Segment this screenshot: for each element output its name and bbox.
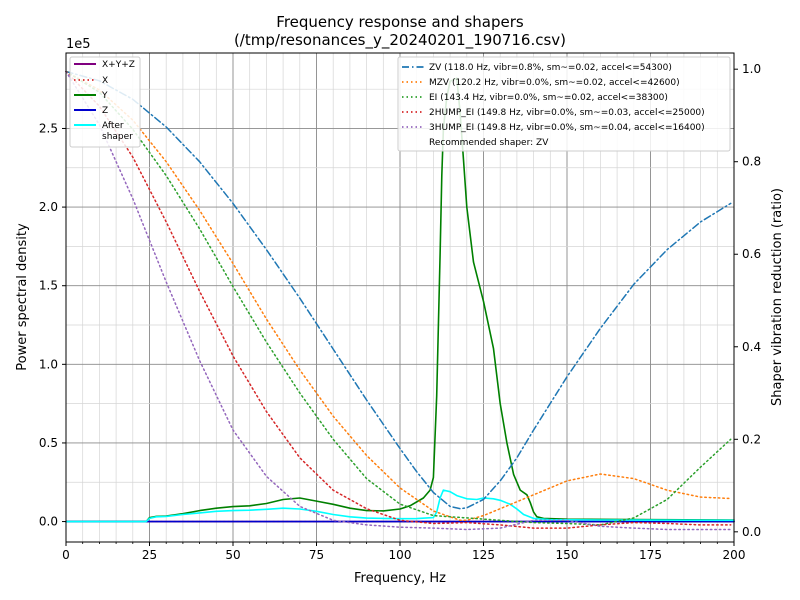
x-tick-label-4: 100 — [389, 548, 412, 562]
shaper-legend-label-1: MZV (120.2 Hz, vibr=0.0%, sm~=0.02, acce… — [429, 78, 680, 88]
psd-line-4 — [65, 489, 735, 523]
shaper-legend-label-3: 2HUMP_EI (149.8 Hz, vibr=0.0%, sm~=0.03,… — [429, 108, 705, 118]
y2-tick-label-4: 0.8 — [742, 155, 761, 169]
y2-tick-label-1: 0.2 — [742, 432, 761, 446]
y-tick-label-2: 1.0 — [39, 357, 58, 371]
shaper-legend-box — [397, 56, 731, 152]
x-tick-label-2: 50 — [225, 548, 240, 562]
psd-lines — [65, 77, 735, 523]
x-tick-label-0: 0 — [62, 548, 70, 562]
x-tick-label-3: 75 — [309, 548, 324, 562]
y-tick-label-3: 1.5 — [39, 279, 58, 293]
shaper-lines — [65, 70, 732, 531]
chart-subtitle: (/tmp/resonances_y_20240201_190716.csv) — [234, 31, 566, 50]
y-tick-label-0: 0.0 — [39, 515, 58, 529]
x-tick-label-5: 125 — [472, 548, 495, 562]
y2-tick-label-3: 0.6 — [742, 247, 761, 261]
x-tick-label-7: 175 — [639, 548, 662, 562]
psd-legend-label-2: Y — [101, 91, 108, 101]
shaper-line-0 — [65, 70, 732, 510]
recommended-shaper-text: Recommended shaper: ZV — [429, 138, 549, 148]
psd-legend-label-4-line2: shaper — [102, 132, 133, 142]
y2-tick-label-0: 0.0 — [742, 525, 761, 539]
y2-tick-label-5: 1.0 — [742, 62, 761, 76]
shaper-legend: ZV (118.0 Hz, vibr=0.8%, sm~=0.02, accel… — [397, 56, 731, 152]
shaper-line-3 — [65, 70, 732, 529]
x-tick-label-6: 150 — [556, 548, 579, 562]
shaper-legend-label-4: 3HUMP_EI (149.8 Hz, vibr=0.0%, sm~=0.04,… — [429, 123, 705, 133]
y-multiplier-label: 1e5 — [66, 37, 91, 52]
axes: 0 25 50 75 100 125 150 175 200 0.0 0.5 1.0 1.5 2.0 2.5… — [39, 62, 761, 562]
shaper-line-1 — [65, 70, 732, 522]
x-axis-label: Frequency, Hz — [354, 571, 446, 586]
y2-tick-label-2: 0.4 — [742, 340, 761, 354]
y-tick-label-4: 2.0 — [39, 200, 58, 214]
shaper-line-4 — [65, 70, 732, 531]
y-tick-label-1: 0.5 — [39, 436, 58, 450]
psd-legend-label-1: X — [102, 76, 108, 86]
psd-line-2 — [65, 77, 735, 523]
chart-title: Frequency response and shapers — [276, 13, 524, 31]
x-tick-label-8: 200 — [723, 548, 746, 562]
psd-legend-label-0: X+Y+Z — [102, 60, 135, 70]
shaper-line-2 — [65, 70, 732, 526]
psd-legend-label-3: Z — [102, 106, 108, 116]
shaper-legend-label-2: EI (143.4 Hz, vibr=0.0%, sm~=0.02, accel… — [429, 93, 668, 103]
y-tick-label-5: 2.5 — [39, 121, 58, 135]
y2-axis-label: Shaper vibration reduction (ratio) — [770, 188, 785, 406]
x-tick-label-1: 25 — [142, 548, 157, 562]
psd-legend-label-4: After — [102, 121, 124, 131]
shaper-legend-label-0: ZV (118.0 Hz, vibr=0.8%, sm~=0.02, accel… — [429, 63, 672, 73]
y-axis-label: Power spectral density — [15, 223, 30, 371]
